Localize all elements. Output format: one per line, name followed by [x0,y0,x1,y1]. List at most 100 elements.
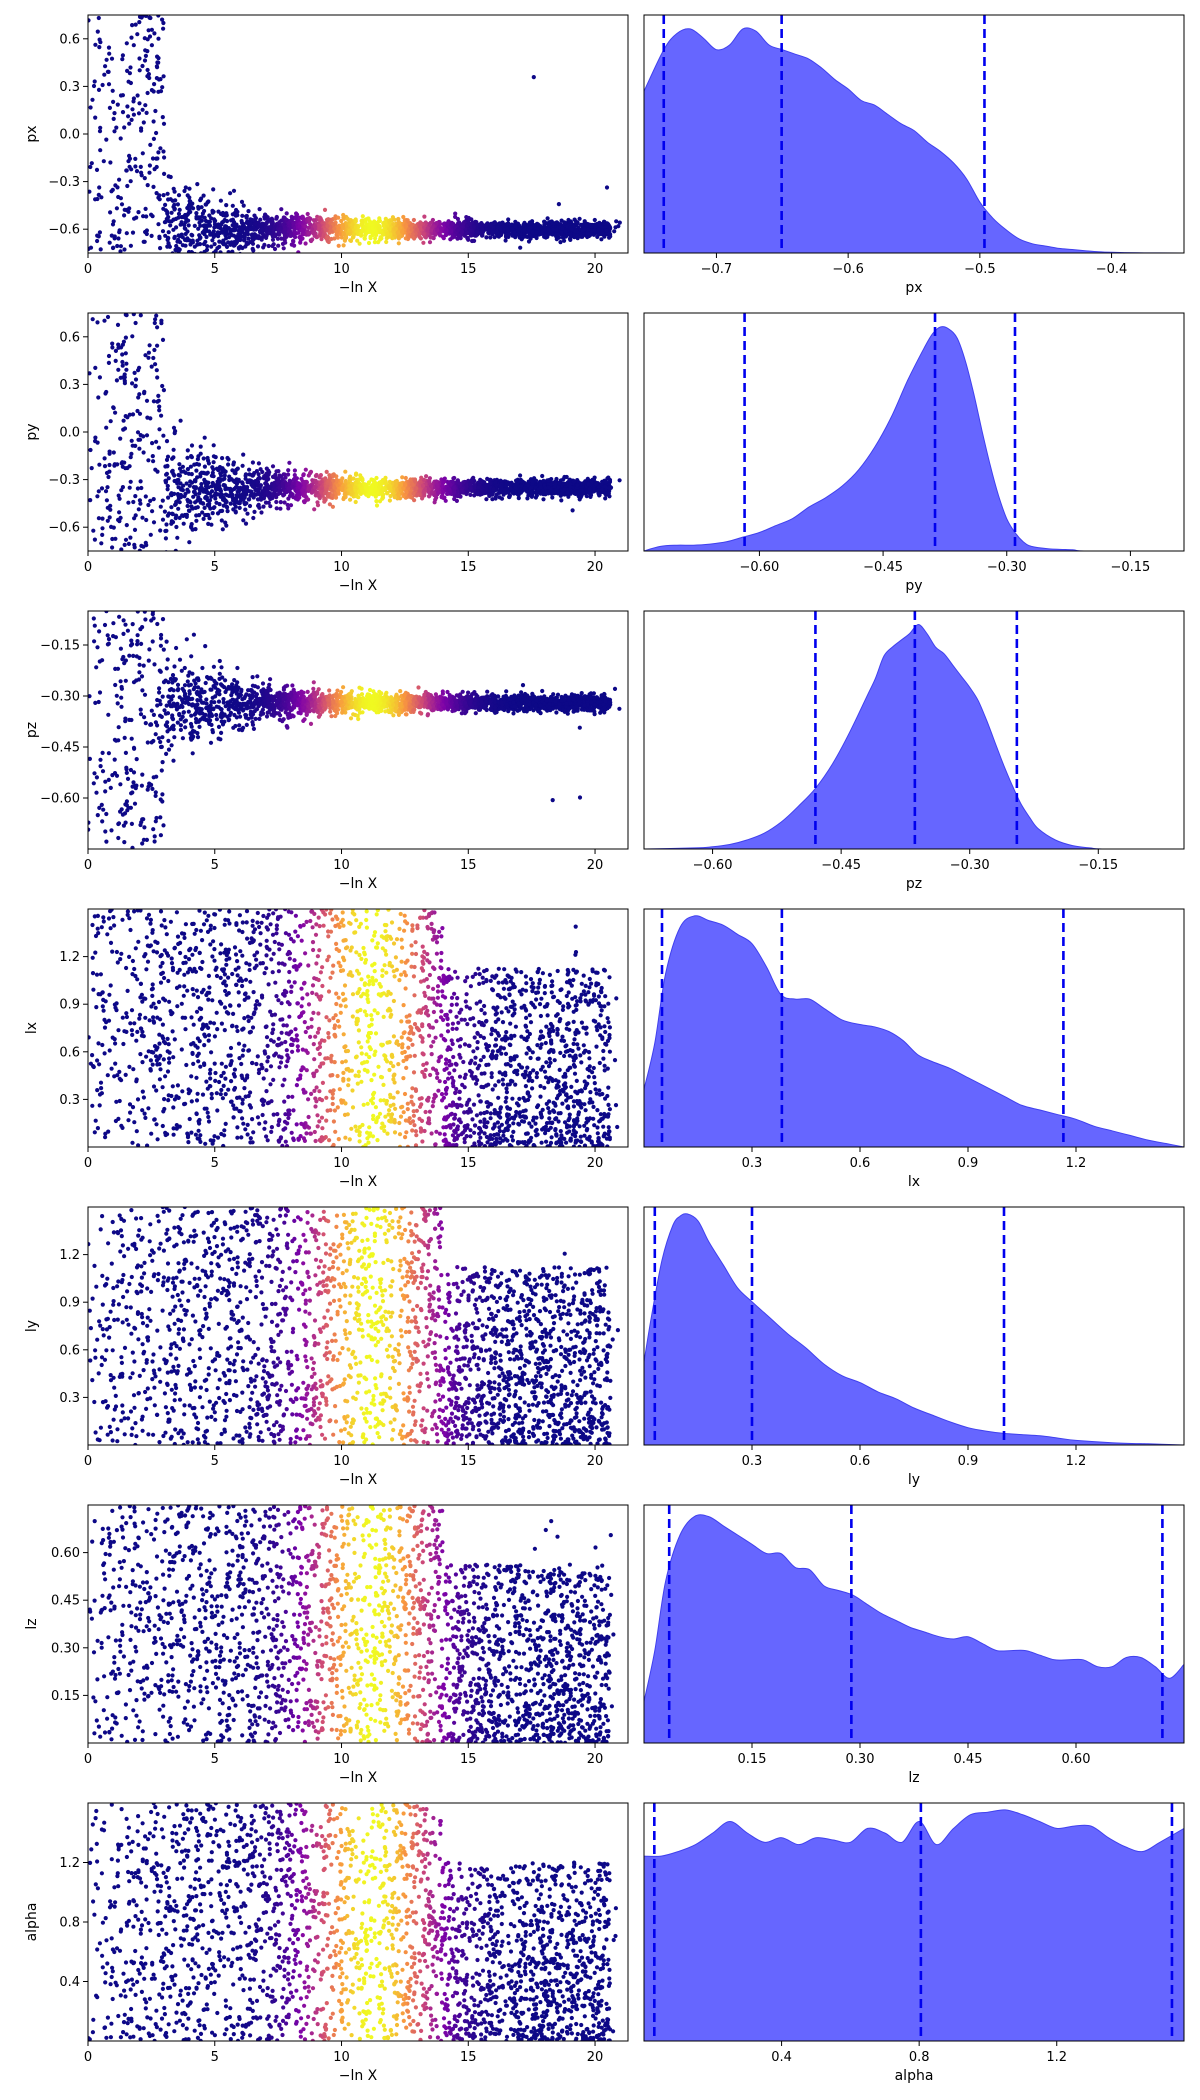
trace-point [251,515,256,521]
trace-point [211,187,216,192]
trace-point [519,484,524,489]
trace-point [123,351,128,356]
trace-point [111,219,116,224]
trace-point [374,475,379,481]
trace-point [106,474,111,480]
trace-point [356,495,361,500]
trace-point [600,479,605,484]
trace-point [387,498,392,503]
trace-point [245,228,250,233]
trace-point [220,240,225,245]
trace-point [186,284,190,288]
trace-point [444,228,449,233]
trace-point [278,506,283,511]
trace-point [519,237,524,242]
trace-point [298,235,303,240]
trace-point [245,485,250,490]
trace-point [135,32,140,37]
trace-point [155,375,160,380]
posterior-density-area [644,27,1184,253]
trace-point [552,484,557,489]
trace-point [441,490,446,495]
trace-point [600,231,605,236]
trace-point [391,491,396,496]
x-tick-label: −0.4 [1096,262,1128,277]
trace-point [554,237,559,242]
trace-point [88,105,93,110]
trace-point [248,221,253,226]
trace-point [129,167,134,172]
trace-point [542,219,547,224]
trace-point [218,488,223,494]
trace-point [254,469,259,474]
trace-point [391,222,396,227]
trace-point [396,216,401,222]
trace-point [340,476,345,481]
trace-point [88,498,93,503]
trace-point [464,231,469,236]
trace-point [601,219,607,224]
trace-point [117,519,122,524]
trace-point [244,215,249,220]
trace-point [266,217,271,222]
trace-point [161,26,166,31]
trace-point [99,541,104,546]
trace-point [572,235,577,240]
trace-point [118,196,123,201]
trace-point [484,227,489,232]
trace-point [579,233,584,238]
trace-point [136,210,141,215]
trace-point [295,492,300,497]
trace-point [131,43,136,48]
trace-point [528,225,534,230]
trace-point [166,255,170,259]
trace-point [158,504,163,509]
trace-point [599,237,604,242]
trace-point [214,487,219,492]
trace-point [543,235,548,240]
trace-point [173,271,177,275]
trace-point [605,221,610,226]
trace-point [423,487,428,492]
trace-point [160,229,166,234]
trace-point [96,395,101,400]
trace-point [122,207,127,212]
trace-point [168,174,173,180]
trace-point [150,441,155,446]
trace-point [385,231,390,237]
trace-point [107,51,112,56]
trace-point [202,464,207,469]
trace-point [335,483,340,488]
trace-point [116,342,121,347]
trace-point [140,107,145,112]
trace-point [286,486,291,491]
trace-point [246,236,251,241]
trace-point [100,532,105,538]
trace-point [308,222,313,227]
trace-point [570,508,575,513]
trace-point [112,463,117,468]
trace-point [231,507,236,512]
trace-point [546,223,552,228]
trace-point [122,247,127,252]
trace-point [188,464,193,469]
trace-point [478,223,483,228]
trace-point [156,222,161,227]
trace-point [334,477,339,482]
trace-point [322,207,328,212]
trace-point [159,413,164,418]
trace-point [152,167,157,172]
trace-point [186,210,191,215]
trace-point [127,412,132,417]
trace-point [551,227,556,232]
trace-point [162,509,167,514]
trace-point [137,68,142,73]
trace-point [178,418,183,423]
trace-point [559,498,564,503]
trace-point [120,485,125,490]
trace-point [251,493,256,498]
trace-point [169,505,174,510]
trace-point [398,225,403,230]
trace-point [461,480,466,485]
trace-point [281,246,286,251]
